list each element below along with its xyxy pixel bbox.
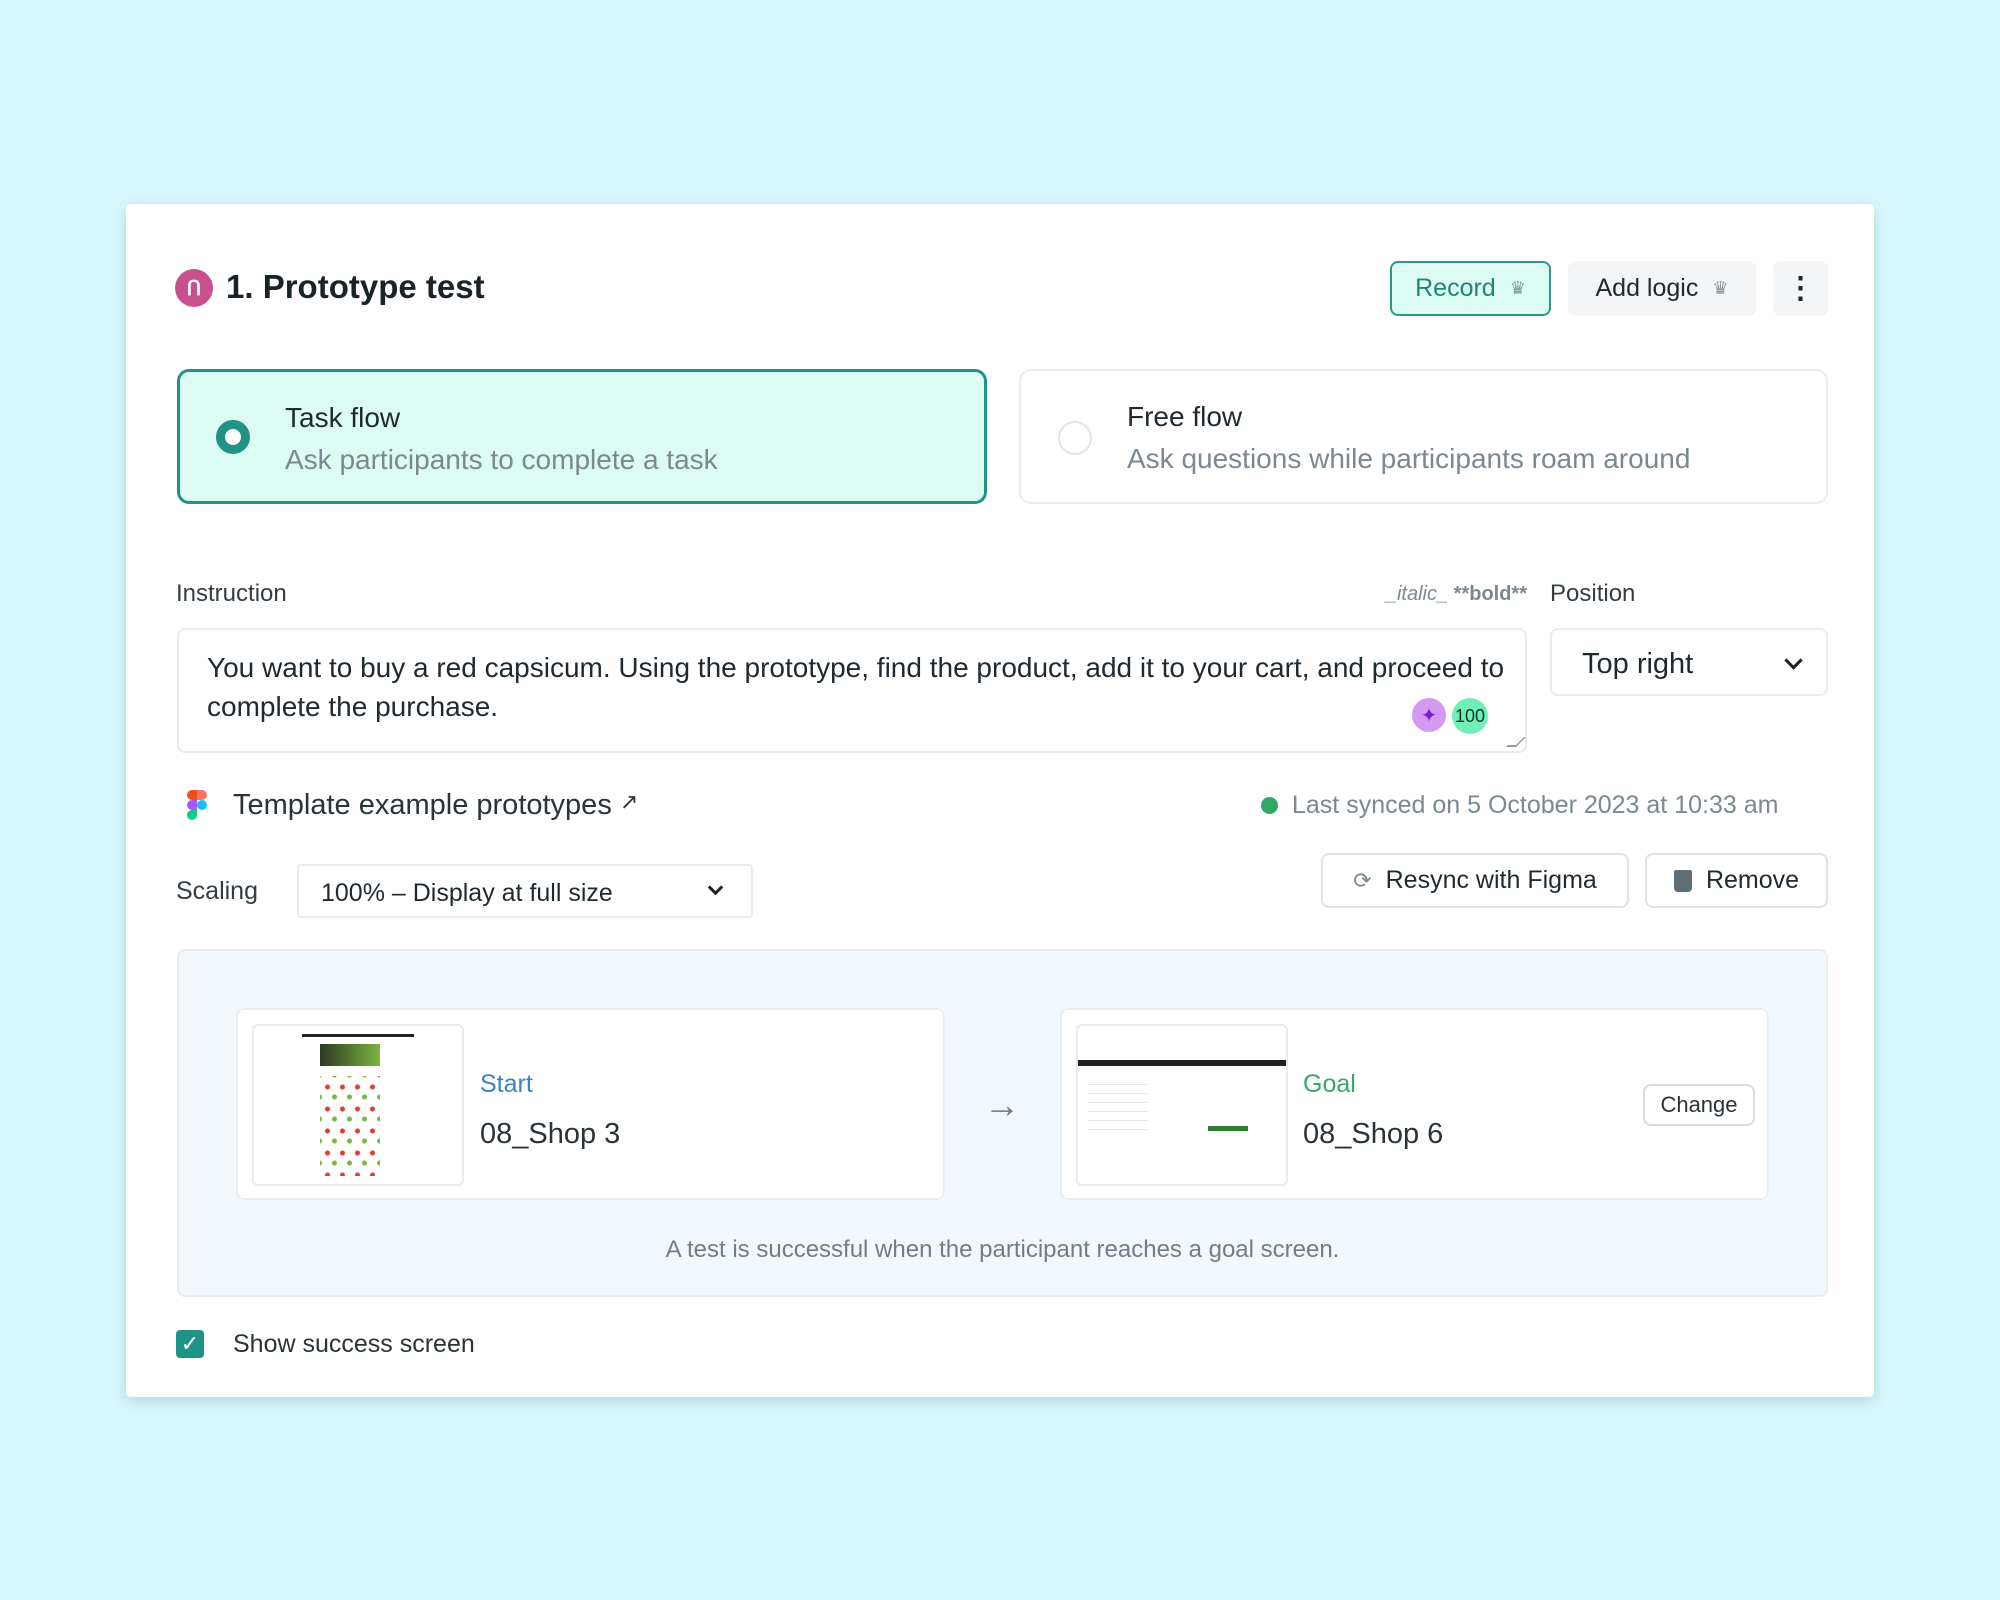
sync-status-dot [1261, 797, 1278, 814]
resize-handle[interactable] [1506, 737, 1526, 747]
free-flow-option[interactable]: Free flow Ask questions while participan… [1019, 369, 1828, 504]
task-flow-option[interactable]: Task flow Ask participants to complete a… [177, 369, 987, 504]
position-select[interactable]: Top right [1550, 628, 1828, 696]
start-screen-card[interactable]: Start 08_Shop 3 [236, 1008, 945, 1200]
show-success-label: Show success screen [233, 1330, 475, 1358]
instruction-textarea[interactable]: You want to buy a red capsicum. Using th… [177, 628, 1527, 753]
italic-hint: _italic_ [1385, 583, 1449, 605]
scaling-select[interactable]: 100% – Display at full size [297, 864, 753, 918]
sync-status: Last synced on 5 October 2023 at 10:33 a… [1292, 791, 1779, 819]
option-title: Free flow [1127, 401, 1243, 432]
crown-icon: ♛ [1509, 278, 1526, 298]
radio-selected[interactable] [216, 420, 250, 454]
crown-icon: ♛ [1712, 278, 1729, 298]
scaling-value: 100% – Display at full size [321, 879, 613, 907]
show-success-checkbox[interactable]: ✓ [176, 1330, 204, 1358]
remove-button[interactable]: Remove [1645, 853, 1828, 908]
markdown-hint: _italic_ **bold** [1360, 583, 1527, 606]
goal-screen-name: 08_Shop 6 [1303, 1118, 1444, 1150]
record-label: Record [1415, 274, 1496, 302]
start-screen-name: 08_Shop 3 [480, 1118, 621, 1150]
trash-icon [1673, 869, 1692, 892]
add-logic-button[interactable]: Add logic ♛ [1568, 261, 1756, 316]
option-subtitle: Ask participants to complete a task [285, 444, 718, 475]
prototype-name: Template example prototypes [233, 789, 612, 821]
external-link-icon: ↗ [619, 789, 639, 814]
position-label: Position [1550, 580, 1636, 607]
chevron-down-icon [707, 879, 724, 896]
option-subtitle: Ask questions while participants roam ar… [1127, 443, 1691, 474]
start-label: Start [480, 1070, 533, 1098]
goal-screen-card[interactable]: Goal 08_Shop 6 Change [1060, 1008, 1769, 1200]
page-title: 1. Prototype test [226, 268, 485, 305]
refresh-icon: ⟳ [1353, 867, 1372, 893]
ai-sparkle-icon[interactable]: ✦ [1412, 698, 1446, 732]
start-screen-thumbnail [252, 1024, 464, 1186]
instruction-text: You want to buy a red capsicum. Using th… [207, 652, 1505, 722]
instruction-label: Instruction [176, 580, 287, 607]
record-button[interactable]: Record ♛ [1390, 261, 1551, 316]
bold-hint: **bold** [1453, 583, 1527, 605]
prototype-link[interactable]: Template example prototypes ↗ [233, 789, 638, 822]
option-title: Task flow [285, 402, 401, 433]
character-count-badge: 100 [1452, 698, 1488, 734]
remove-label: Remove [1705, 866, 1800, 894]
prototype-icon: ᑎ [175, 269, 213, 307]
resync-label: Resync with Figma [1385, 866, 1597, 894]
change-goal-button[interactable]: Change [1643, 1084, 1755, 1126]
arrow-right-icon: → [984, 1084, 1020, 1125]
more-options-button[interactable]: ⋮ [1773, 261, 1828, 316]
figma-icon [187, 790, 207, 822]
goal-label: Goal [1303, 1070, 1356, 1098]
add-logic-label: Add logic [1595, 274, 1699, 302]
chevron-down-icon [1784, 651, 1803, 670]
radio-unselected[interactable] [1058, 421, 1092, 455]
resync-figma-button[interactable]: ⟳ Resync with Figma [1321, 853, 1629, 908]
position-value: Top right [1582, 648, 1694, 680]
success-criteria-text: A test is successful when the participan… [665, 1236, 1340, 1263]
kebab-icon: ⋮ [1785, 272, 1816, 305]
scaling-label: Scaling [176, 877, 258, 905]
goal-screen-thumbnail [1076, 1024, 1288, 1186]
